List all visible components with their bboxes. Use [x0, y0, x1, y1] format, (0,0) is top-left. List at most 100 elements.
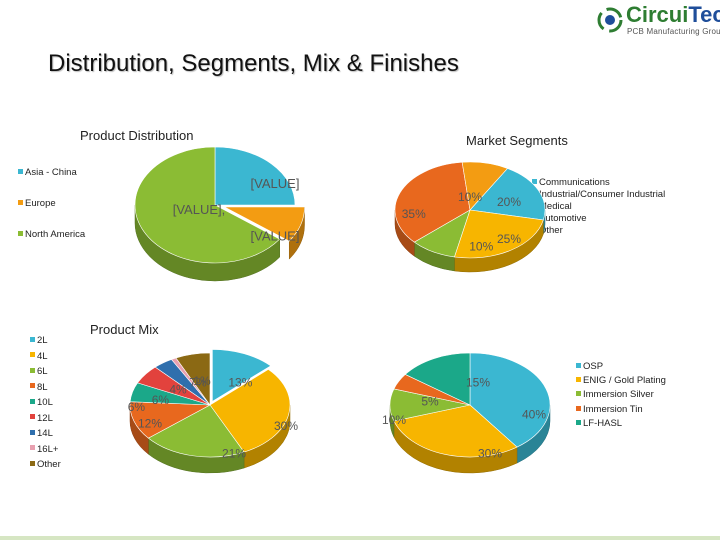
- page-title: Distribution, Segments, Mix & Finishes: [48, 50, 459, 77]
- legend-swatch-icon: [30, 414, 35, 420]
- legend-label: 8L: [37, 381, 48, 393]
- product-mix-data-label: 7%: [189, 375, 207, 389]
- product-mix-data-label: 6%: [128, 400, 146, 414]
- finishes-data-label: 30%: [478, 447, 502, 461]
- product-distribution-title: Product Distribution: [80, 128, 194, 143]
- legend-label: 4L: [37, 350, 48, 362]
- product-mix-data-label: 12%: [138, 416, 162, 430]
- product-mix-slice-6l: [147, 404, 245, 458]
- legend-swatch-icon: [30, 445, 35, 451]
- product-mix-legend-item: 6L: [30, 367, 48, 377]
- finishes-data-label: 5%: [421, 395, 439, 409]
- market-segments-slice-industrial-consumer-industrial: [454, 209, 544, 259]
- legend-swatch-icon: [576, 377, 581, 383]
- product-mix-legend-item: 12L: [30, 412, 53, 424]
- legend-swatch-icon: [18, 168, 23, 174]
- product-mix-legend-item: 8L: [30, 381, 48, 393]
- market-segments-data-label: 10%: [458, 190, 482, 204]
- product-distribution-data-label: [VALUE]: [251, 228, 300, 243]
- logo-name: CircuiTech: [626, 2, 720, 28]
- product-distribution-legend-item: North America: [18, 230, 85, 240]
- product-mix-legend-item: Other: [30, 460, 61, 470]
- product-mix-data-label: 6%: [152, 393, 170, 407]
- legend-swatch-icon: [30, 336, 35, 342]
- legend-label: Europe: [25, 198, 56, 209]
- legend-label: 6L: [37, 366, 48, 377]
- market-segments-slice-automotive: [394, 161, 471, 243]
- legend-label: LF-HASL: [583, 417, 623, 429]
- legend-label: OSP: [583, 361, 604, 372]
- legend-swatch-icon: [576, 419, 581, 425]
- finishes-legend-item: ENIG / Gold Plating: [576, 376, 666, 386]
- product-distribution-slice-north-america: [134, 146, 281, 264]
- legend-label: 12L: [37, 412, 53, 424]
- product-distribution-data-label: [VALUE]: [251, 176, 300, 191]
- product-mix-legend-item: 10L: [30, 398, 53, 408]
- market-segments-slice-communications: [469, 168, 546, 221]
- product-mix-slice-8l: [129, 401, 212, 439]
- logo-tagline: PCB Manufacturing Group: [627, 27, 720, 36]
- finishes-slice-enig-gold-plating: [393, 404, 518, 458]
- product-mix-pie: 13%30%21%12%6% 6%4%1%7%: [128, 349, 298, 474]
- market-segments-slice-other: [461, 161, 509, 211]
- product-distribution-legend-item: Europe: [18, 199, 56, 209]
- legend-swatch-icon: [576, 405, 581, 411]
- market-segments-data-label: 20%: [497, 195, 521, 209]
- legend-swatch-icon: [18, 199, 23, 205]
- legend-label: 14L: [37, 428, 53, 439]
- legend-label: Industrial/Consumer Industrial: [539, 189, 666, 200]
- legend-swatch-icon: [30, 352, 35, 358]
- market-segments-pie: 20% 25% 10% 35% 10%: [394, 161, 546, 273]
- product-mix-title: Product Mix: [90, 322, 159, 337]
- legend-label: Medical: [539, 201, 572, 212]
- product-mix-legend-item: 2L: [30, 336, 48, 346]
- legend-swatch-icon: [576, 362, 581, 368]
- legend-label: 10L: [37, 397, 53, 408]
- product-distribution-data-label: [VALUE],: [173, 202, 226, 217]
- product-distribution-legend-item: Asia - China: [18, 168, 77, 178]
- product-mix-data-label: 21%: [222, 447, 246, 461]
- finishes-legend-item: LF-HASL: [576, 417, 623, 429]
- product-mix-slice-other: [175, 352, 211, 406]
- product-distribution-pie: [VALUE] [VALUE] [VALUE],: [134, 146, 305, 282]
- finishes-data-label: 40%: [522, 408, 546, 422]
- legend-label: Communications: [539, 177, 610, 188]
- product-mix-data-label: 13%: [228, 375, 252, 389]
- finishes-data-label: 10%: [382, 413, 406, 427]
- finishes-pie: 40% 30% 10% 5% 15%: [382, 352, 551, 474]
- logo-name-part1: Circui: [626, 2, 689, 27]
- legend-label: Automotive: [539, 213, 587, 224]
- legend-label: Immersion Silver: [583, 389, 654, 401]
- legend-label: North America: [25, 229, 86, 240]
- legend-swatch-icon: [30, 429, 35, 435]
- finishes-slice-osp: [469, 352, 551, 448]
- product-mix-legend-item: 16L+: [30, 444, 58, 455]
- finishes-legend-item: Immersion Tin: [576, 403, 643, 415]
- finishes-legend-item: OSP: [576, 362, 603, 372]
- logo-name-part2: Tech: [688, 2, 720, 27]
- legend-label: 2L: [37, 335, 48, 346]
- legend-swatch-icon: [30, 383, 35, 389]
- market-segments-data-label: 25%: [497, 232, 521, 246]
- legend-label: Other: [539, 225, 563, 236]
- market-segments-data-label: 35%: [402, 207, 426, 221]
- footer-divider: [0, 536, 720, 540]
- legend-label: Other: [37, 459, 61, 470]
- product-mix-slice-2l: [212, 349, 272, 402]
- legend-swatch-icon: [18, 230, 23, 236]
- legend-label: Asia - China: [25, 167, 77, 178]
- legend-swatch-icon: [30, 398, 35, 404]
- product-mix-legend-item: 14L: [30, 429, 53, 439]
- legend-swatch-icon: [532, 178, 537, 184]
- legend-label: ENIG / Gold Plating: [583, 375, 666, 387]
- product-mix-legend-item: 4L: [30, 350, 48, 362]
- market-segments-data-label: 10%: [469, 240, 493, 254]
- product-mix-data-label: 4%: [169, 383, 187, 397]
- product-mix-data-label: 1%: [193, 374, 211, 388]
- product-mix-slice-4l: [209, 369, 291, 453]
- company-logo: CircuiTech PCB Manufacturing Group: [596, 2, 720, 42]
- product-distribution-slice-europe: [224, 206, 305, 242]
- logo-mark-icon: [597, 7, 623, 33]
- legend-label: Immersion Tin: [583, 403, 643, 415]
- finishes-slice-lf-hasl: [404, 352, 471, 406]
